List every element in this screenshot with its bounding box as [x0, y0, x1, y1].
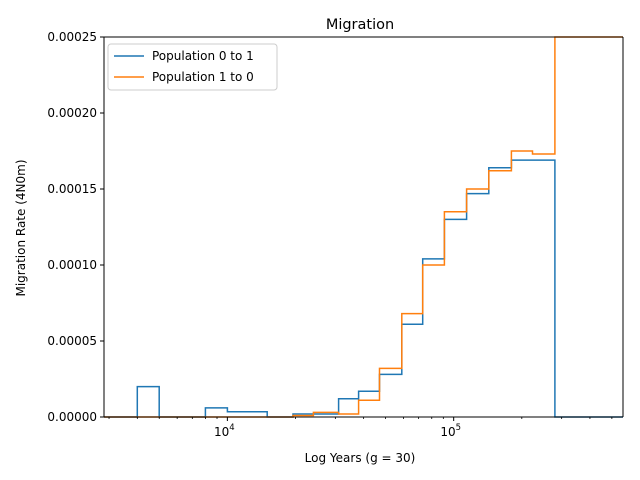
legend-box	[107, 43, 278, 91]
series-line-population-1-to-0	[104, 36, 623, 418]
chart-title: Migration	[326, 17, 394, 33]
y-tick-label: 0.00000	[47, 410, 97, 424]
y-axis-ticks: 0.00000 0.00005 0.00010 0.00015 0.00020 0.000…	[47, 30, 104, 424]
legend: Population 0 to 1 Population 1 to 0	[107, 43, 278, 91]
y-tick-label: 0.00005	[47, 334, 97, 348]
legend-label-population-1-to-0: Population 1 to 0	[152, 70, 254, 84]
plot-series	[104, 36, 623, 418]
y-tick-label: 0.00015	[47, 182, 97, 196]
x-tick-label: 104	[214, 423, 235, 439]
x-axis-ticks: 104 105	[108, 417, 613, 439]
y-axis-title: Migration Rate (4N0m)	[14, 159, 28, 296]
axes-frame	[103, 36, 624, 418]
y-tick-label: 0.00025	[47, 30, 97, 44]
x-axis-title: Log Years (g = 30)	[305, 451, 416, 465]
series-line-population-0-to-1	[104, 159, 623, 418]
y-tick-label: 0.00010	[47, 258, 97, 272]
y-tick-label: 0.00020	[47, 106, 97, 120]
legend-label-population-0-to-1: Population 0 to 1	[152, 49, 254, 63]
x-tick-label: 105	[440, 423, 461, 439]
